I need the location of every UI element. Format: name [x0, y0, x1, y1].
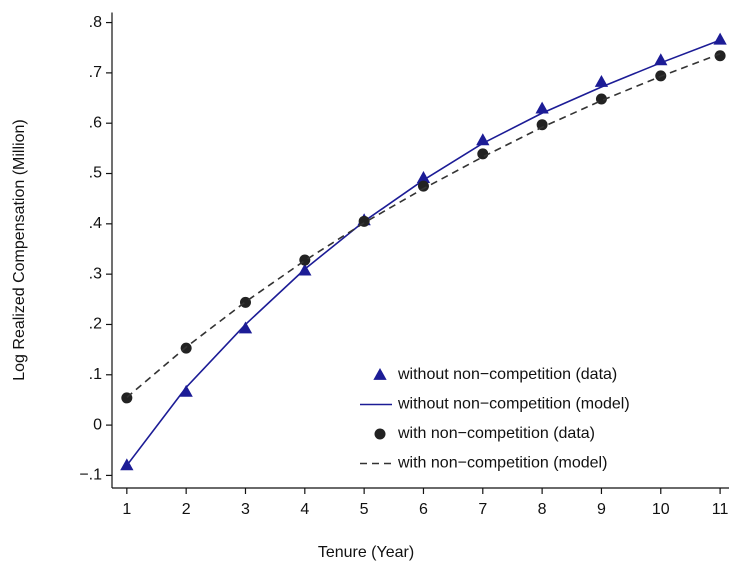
- x-tick-label: 8: [538, 501, 547, 518]
- x-tick-label: 1: [122, 501, 131, 518]
- y-tick-label: .8: [89, 14, 102, 31]
- data-point: [179, 384, 193, 397]
- model-line: [126, 39, 721, 466]
- data-point: [477, 148, 489, 160]
- y-tick-label: .1: [89, 366, 102, 383]
- y-tick-label: 0: [93, 416, 102, 433]
- data-point: [535, 101, 549, 114]
- data-point: [714, 50, 726, 62]
- data-point: [536, 119, 548, 131]
- legend-label: without non−competition (model): [397, 396, 630, 413]
- x-tick-label: 3: [241, 501, 250, 518]
- data-point: [239, 296, 251, 308]
- x-tick-label: 6: [419, 501, 428, 518]
- x-tick-label: 11: [712, 501, 729, 518]
- data-point: [417, 180, 429, 192]
- y-tick-label: .5: [89, 165, 102, 182]
- legend-marker: [373, 368, 387, 380]
- x-tick-label: 9: [597, 501, 606, 518]
- x-tick-label: 4: [300, 501, 309, 518]
- y-tick-label: .3: [89, 265, 102, 282]
- data-point: [238, 321, 253, 334]
- y-tick-label: .2: [89, 316, 102, 333]
- x-tick-label: 2: [182, 501, 191, 518]
- y-tick-label: −.1: [79, 467, 102, 484]
- x-tick-label: 10: [652, 501, 670, 518]
- x-tick-label: 5: [360, 501, 369, 518]
- legend-label: without non−competition (data): [397, 366, 617, 383]
- model-line: [126, 53, 721, 399]
- legend-label: with non−competition (data): [397, 425, 595, 442]
- x-tick-label: 7: [478, 501, 487, 518]
- y-tick-label: .6: [89, 114, 102, 131]
- legend-marker: [374, 428, 386, 440]
- x-axis-title: Tenure (Year): [318, 544, 414, 561]
- y-tick-label: .7: [89, 64, 102, 81]
- data-point: [595, 93, 607, 105]
- y-tick-label: .4: [89, 215, 102, 232]
- data-point: [416, 171, 431, 183]
- y-axis-title: Log Realized Compensation (Million): [11, 119, 28, 380]
- legend-label: with non−competition (model): [397, 455, 607, 472]
- data-point: [594, 74, 609, 87]
